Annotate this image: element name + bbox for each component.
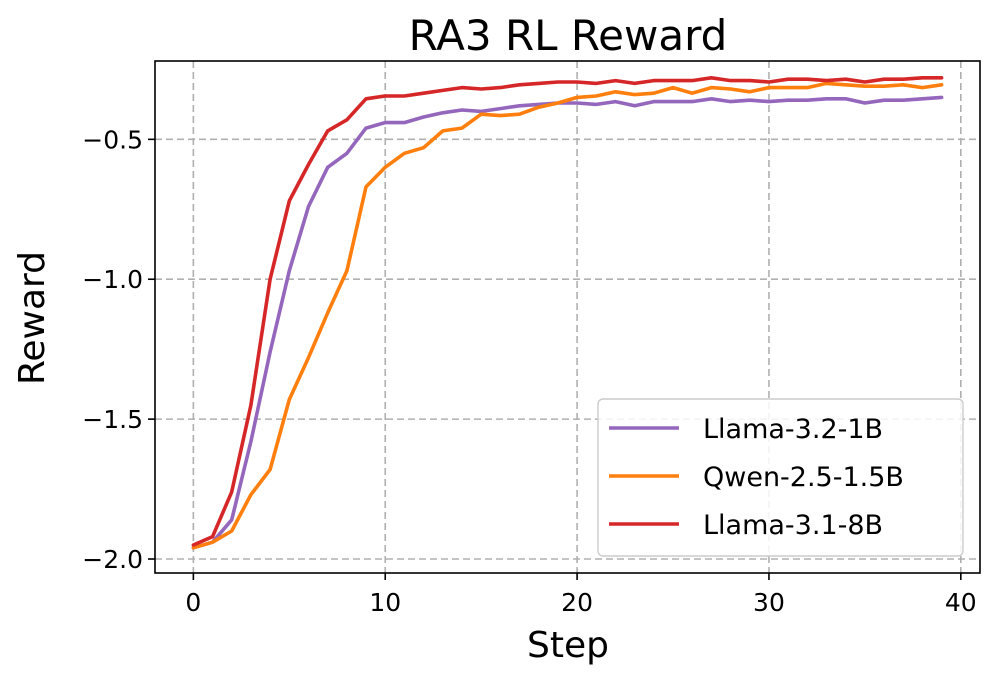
series-line-llama-3-2-1b <box>191 95 944 550</box>
y-tick-label: −1.5 <box>82 405 143 434</box>
x-tick-label: 30 <box>753 588 785 617</box>
y-tick-label: −0.5 <box>82 125 143 154</box>
legend: Llama-3.2-1B Qwen-2.5-1.5B Llama-3.1-8B <box>597 398 964 557</box>
series-line-llama-3-1-8b <box>191 76 944 547</box>
legend-label: Qwen-2.5-1.5B <box>703 462 904 493</box>
y-axis-label: Reward <box>12 251 53 385</box>
chart-title: RA3 RL Reward <box>409 11 728 60</box>
x-tick-label: 40 <box>945 588 977 617</box>
series-line-qwen-2-5-1-5b <box>191 81 944 550</box>
legend-label: Llama-3.1-8B <box>703 510 883 541</box>
legend-box <box>597 398 964 557</box>
x-tick-label: 20 <box>561 588 593 617</box>
x-axis-label: Step <box>527 625 609 666</box>
grid-lines <box>155 61 980 573</box>
y-tick-label: −1.0 <box>82 265 143 294</box>
legend-label: Llama-3.2-1B <box>703 414 883 445</box>
x-tick-label: 0 <box>185 588 201 617</box>
x-tick-label: 10 <box>369 588 401 617</box>
plot-frame <box>154 60 981 574</box>
y-tick-label: −2.0 <box>82 545 143 574</box>
series-lines <box>191 76 944 550</box>
axis-ticks: 0 10 20 30 40 −2.0 −1.5 −1.0 −0.5 <box>82 125 976 617</box>
